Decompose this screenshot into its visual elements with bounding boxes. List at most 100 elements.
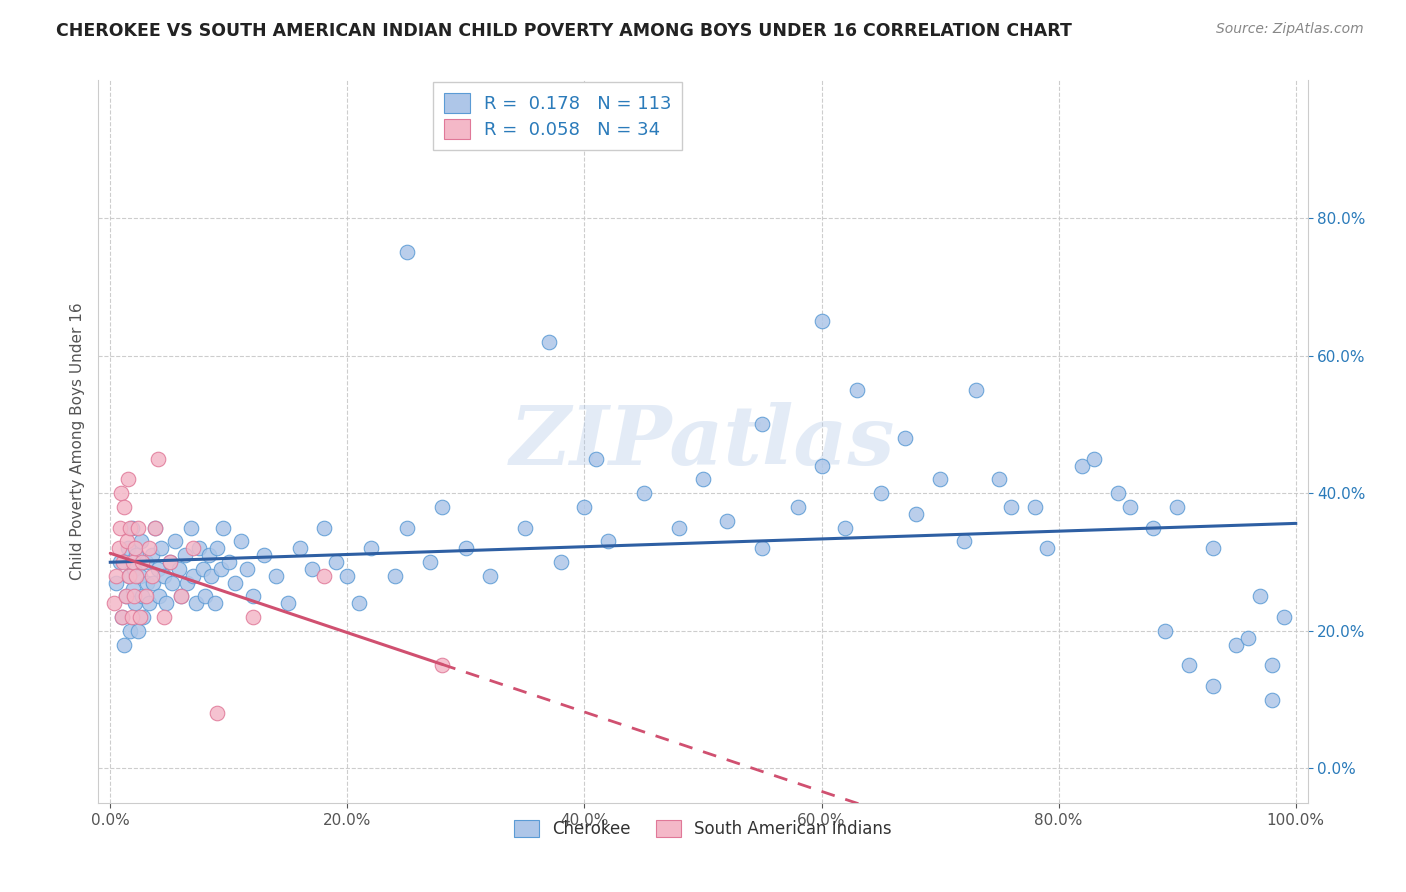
Point: [965, 383, 987, 397]
Text: ZIPatlas: ZIPatlas: [510, 401, 896, 482]
Point: [1202, 679, 1225, 693]
Point: [1249, 590, 1271, 604]
Point: [893, 431, 915, 445]
Point: [124, 596, 146, 610]
Point: [191, 562, 214, 576]
Point: [810, 458, 832, 473]
Point: [105, 575, 128, 590]
Point: [454, 541, 477, 556]
Point: [1261, 692, 1284, 706]
Point: [1024, 500, 1046, 514]
Point: [117, 472, 139, 486]
Point: [131, 555, 153, 569]
Point: [103, 596, 125, 610]
Point: [115, 534, 138, 549]
Point: [107, 541, 129, 556]
Point: [432, 500, 454, 514]
Point: [120, 520, 142, 534]
Point: [141, 548, 163, 562]
Point: [347, 596, 370, 610]
Point: [136, 575, 159, 590]
Point: [181, 541, 204, 556]
Point: [135, 555, 157, 569]
Point: [929, 472, 952, 486]
Point: [138, 541, 160, 556]
Point: [148, 590, 170, 604]
Point: [188, 541, 211, 556]
Point: [598, 534, 620, 549]
Point: [905, 507, 928, 521]
Point: [181, 568, 204, 582]
Point: [288, 541, 311, 556]
Point: [988, 472, 1011, 486]
Point: [751, 541, 773, 556]
Point: [129, 534, 152, 549]
Point: [1154, 624, 1177, 638]
Point: [336, 568, 359, 582]
Point: [218, 555, 240, 569]
Point: [118, 568, 141, 582]
Point: [121, 555, 143, 569]
Point: [312, 520, 335, 534]
Point: [869, 486, 891, 500]
Point: [112, 555, 135, 569]
Point: [152, 610, 174, 624]
Point: [122, 562, 145, 576]
Point: [952, 534, 974, 549]
Point: [550, 555, 572, 569]
Point: [395, 245, 418, 260]
Point: [1272, 610, 1295, 624]
Point: [209, 562, 232, 576]
Point: [152, 568, 174, 582]
Point: [585, 451, 607, 466]
Point: [142, 575, 165, 590]
Point: [108, 555, 131, 569]
Point: [111, 610, 134, 624]
Point: [229, 534, 252, 549]
Point: [537, 334, 560, 349]
Point: [1237, 631, 1260, 645]
Y-axis label: Child Poverty Among Boys Under 16: Child Poverty Among Boys Under 16: [69, 302, 84, 581]
Point: [159, 555, 181, 569]
Point: [751, 417, 773, 432]
Point: [1119, 500, 1142, 514]
Point: [129, 610, 152, 624]
Point: [170, 590, 193, 604]
Point: [834, 520, 856, 534]
Point: [110, 486, 132, 500]
Point: [235, 562, 257, 576]
Point: [174, 548, 197, 562]
Point: [127, 624, 149, 638]
Point: [242, 610, 264, 624]
Point: [224, 575, 246, 590]
Point: [1166, 500, 1188, 514]
Point: [395, 520, 418, 534]
Point: [1225, 638, 1247, 652]
Point: [180, 520, 202, 534]
Text: CHEROKEE VS SOUTH AMERICAN INDIAN CHILD POVERTY AMONG BOYS UNDER 16 CORRELATION : CHEROKEE VS SOUTH AMERICAN INDIAN CHILD …: [56, 22, 1073, 40]
Point: [633, 486, 655, 500]
Point: [143, 520, 166, 534]
Point: [716, 514, 738, 528]
Point: [143, 520, 166, 534]
Point: [114, 638, 136, 652]
Point: [105, 568, 128, 582]
Point: [1083, 451, 1105, 466]
Point: [419, 555, 441, 569]
Point: [515, 520, 537, 534]
Point: [155, 596, 177, 610]
Point: [1202, 541, 1225, 556]
Point: [167, 562, 190, 576]
Point: [127, 520, 149, 534]
Point: [118, 568, 141, 582]
Point: [264, 568, 287, 582]
Point: [197, 548, 219, 562]
Point: [205, 541, 228, 556]
Point: [159, 555, 181, 569]
Point: [138, 596, 160, 610]
Point: [131, 590, 153, 604]
Point: [132, 610, 155, 624]
Point: [478, 568, 501, 582]
Point: [1107, 486, 1129, 500]
Point: [114, 500, 136, 514]
